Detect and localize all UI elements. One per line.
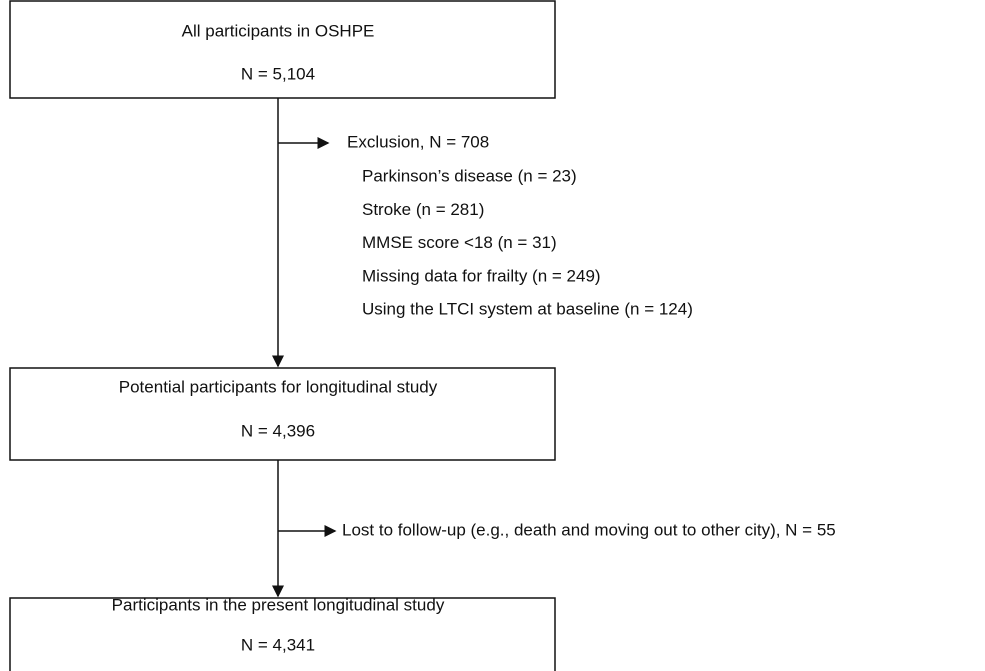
node-count: N = 5,104: [241, 64, 315, 83]
node-count: N = 4,341: [241, 635, 315, 654]
exclusion-items: Parkinson’s disease (n = 23) Stroke (n = …: [362, 166, 693, 318]
box: [9, 367, 556, 461]
exclusion-label: Exclusion, N = 708: [347, 132, 489, 151]
exclusion-item: Using the LTCI system at baseline (n = 1…: [362, 300, 693, 319]
box: [9, 597, 556, 671]
node-count: N = 4,396: [241, 421, 315, 440]
node-label: Participants in the present longitudinal…: [112, 595, 445, 614]
exclusion-item: MMSE score <18 (n = 31): [362, 233, 557, 252]
exclusion-item: Parkinson’s disease (n = 23): [362, 166, 577, 185]
box: [9, 0, 556, 99]
node-label: All participants in OSHPE: [182, 21, 375, 40]
node-label: Potential participants for longitudinal …: [119, 377, 438, 396]
exclusion-label: Lost to follow-up (e.g., death and movin…: [342, 520, 836, 539]
exclusion-item: Missing data for frailty (n = 249): [362, 266, 601, 285]
exclusion-item: Stroke (n = 281): [362, 200, 484, 219]
